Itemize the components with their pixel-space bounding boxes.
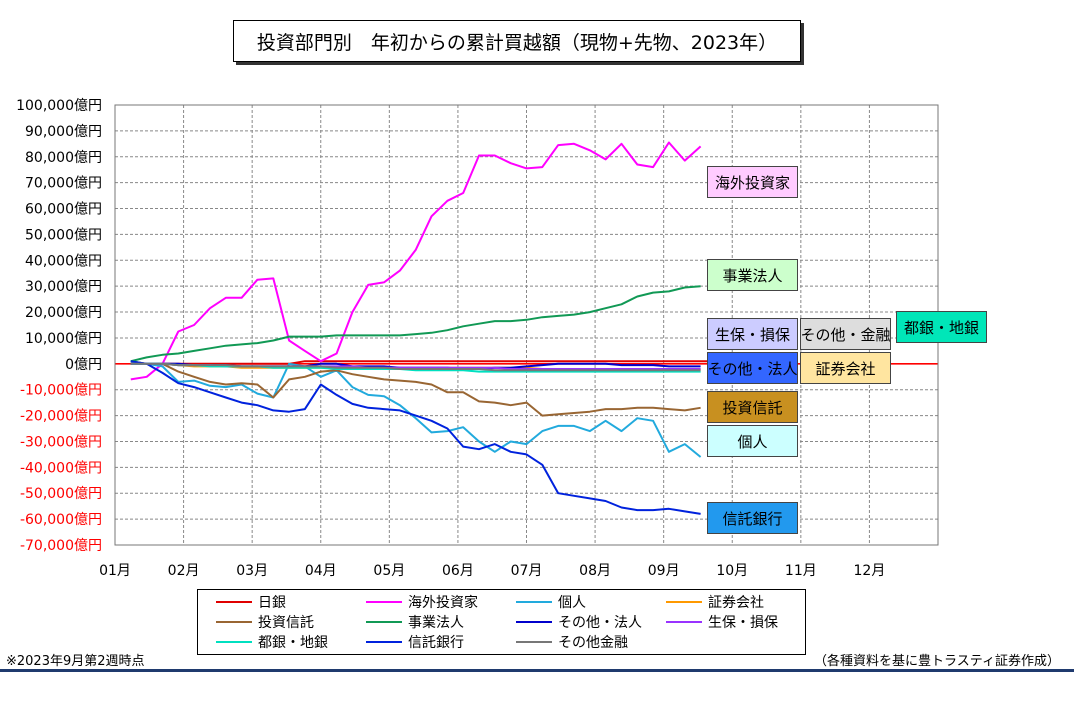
- y-tick-label: -50,000億円: [20, 486, 102, 502]
- footnote-date: ※2023年9月第2週時点: [6, 654, 145, 669]
- y-tick-label: -40,000億円: [20, 460, 102, 476]
- y-tick-label: -60,000億円: [20, 512, 102, 528]
- legend-swatch: [216, 641, 252, 643]
- x-tick-label: 04月: [305, 563, 337, 579]
- series-end-label: 信託銀行: [707, 502, 798, 534]
- x-tick-label: 09月: [648, 563, 680, 579]
- y-tick-label: 100,000億円: [16, 98, 102, 114]
- y-tick-label: -70,000億円: [20, 538, 102, 554]
- legend-item: 信託銀行: [366, 632, 464, 652]
- y-tick-label: 90,000億円: [25, 124, 102, 140]
- series-end-label: 都銀・地銀: [896, 311, 987, 343]
- legend-label: 生保・損保: [708, 615, 778, 631]
- legend-swatch: [666, 601, 702, 603]
- grid: [114, 104, 939, 546]
- series-end-label: 海外投資家: [707, 166, 798, 198]
- x-tick-label: 03月: [236, 563, 268, 579]
- legend-swatch: [216, 601, 252, 603]
- series-end-label: 投資信託: [707, 391, 798, 423]
- legend-item: 事業法人: [366, 612, 464, 632]
- legend-item: 投資信託: [216, 612, 314, 632]
- legend-item: 海外投資家: [366, 592, 478, 612]
- legend-swatch: [666, 621, 702, 623]
- legend-swatch: [366, 621, 402, 623]
- x-tick-label: 02月: [168, 563, 200, 579]
- legend-item: 日銀: [216, 592, 286, 612]
- legend-label: 投資信託: [258, 615, 314, 631]
- legend-item: 個人: [516, 592, 586, 612]
- bottom-rule: [0, 669, 1074, 672]
- legend-label: 日銀: [258, 595, 286, 611]
- x-tick-label: 07月: [511, 563, 543, 579]
- legend-swatch: [516, 641, 552, 643]
- legend-label: 海外投資家: [408, 595, 478, 611]
- series-line: [130, 360, 701, 515]
- y-tick-label: -30,000億円: [20, 434, 102, 450]
- y-tick-label: -10,000億円: [20, 383, 102, 399]
- series-end-label: 証券会社: [800, 352, 891, 384]
- legend-label: その他金融: [558, 635, 628, 651]
- series-line: [130, 141, 702, 381]
- legend-label: その他・法人: [558, 615, 642, 631]
- series-line: [130, 360, 702, 458]
- legend-swatch: [366, 601, 402, 603]
- series-line: [130, 362, 701, 373]
- series-line: [130, 360, 701, 417]
- y-tick-label: -20,000億円: [20, 409, 102, 425]
- legend-label: 都銀・地銀: [258, 635, 328, 651]
- legend-swatch: [516, 601, 552, 603]
- y-tick-label: 40,000億円: [25, 253, 102, 269]
- legend-swatch: [366, 641, 402, 643]
- y-tick-label: 30,000億円: [25, 279, 102, 295]
- chart-title: 投資部門別 年初からの累計買越額（現物+先物、2023年）: [233, 20, 801, 62]
- series-end-label: その他・法人: [707, 352, 798, 384]
- y-tick-label: 70,000億円: [25, 176, 102, 192]
- y-axis: 100,000億円 90,000億円 80,000億円 70,000億円 60,000億…: [16, 98, 102, 554]
- legend-item: 証券会社: [666, 592, 764, 612]
- legend-label: 事業法人: [408, 615, 464, 631]
- legend-label: 信託銀行: [408, 635, 464, 651]
- x-axis: 01月 02月 03月 04月 05月 06月 07月 08月 09月 10月 11月 12月: [99, 563, 885, 579]
- legend-label: 個人: [558, 595, 586, 611]
- legend-item: 生保・損保: [666, 612, 778, 632]
- series-end-label: 個人: [707, 425, 798, 457]
- series-lines: [130, 141, 717, 515]
- x-tick-label: 11月: [785, 563, 817, 579]
- legend-item: 都銀・地銀: [216, 632, 328, 652]
- legend-swatch: [216, 621, 252, 623]
- y-tick-label: 50,000億円: [25, 227, 102, 243]
- legend-swatch: [516, 621, 552, 623]
- series-end-label: 事業法人: [707, 259, 798, 291]
- series-line: [130, 362, 701, 372]
- series-line: [130, 360, 717, 365]
- y-tick-label: 80,000億円: [25, 150, 102, 166]
- series-end-label: 生保・損保: [707, 318, 798, 350]
- x-tick-label: 08月: [579, 563, 611, 579]
- x-tick-label: 01月: [99, 563, 131, 579]
- y-tick-label: 20,000億円: [25, 305, 102, 321]
- series-end-label: その他・金融: [800, 318, 891, 350]
- x-tick-label: 12月: [854, 563, 886, 579]
- x-tick-label: 10月: [716, 563, 748, 579]
- footnote-source: （各種資料を基に豊トラスティ証券作成）: [814, 654, 1060, 669]
- legend-item: その他金融: [516, 632, 628, 652]
- y-tick-label: 10,000億円: [25, 331, 102, 347]
- series-line: [130, 285, 701, 363]
- y-tick-label: 60,000億円: [25, 202, 102, 218]
- legend: 日銀 海外投資家 個人 証券会社投資信託 事業法人 その他・法人 生保・損保都銀・地銀 信託銀…: [197, 589, 806, 655]
- legend-item: その他・法人: [516, 612, 642, 632]
- y-tick-label: 0億円: [65, 357, 102, 373]
- x-tick-label: 05月: [373, 563, 405, 579]
- legend-label: 証券会社: [708, 595, 764, 611]
- x-tick-label: 06月: [442, 563, 474, 579]
